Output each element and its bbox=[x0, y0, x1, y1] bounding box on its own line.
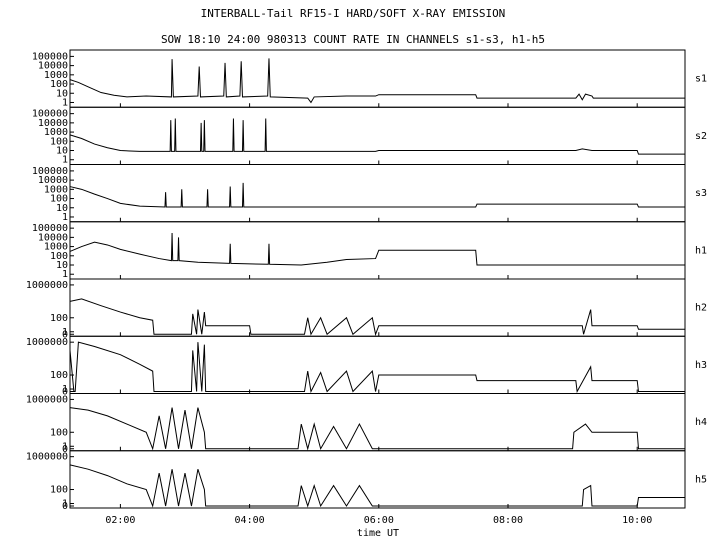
channel-label: h3 bbox=[695, 360, 707, 371]
panel-frame bbox=[69, 450, 686, 509]
series-line bbox=[69, 182, 685, 208]
y-tick-label: 10000 bbox=[38, 175, 68, 186]
y-tick-label: 1 bbox=[62, 327, 68, 338]
x-tick-label: 08:00 bbox=[493, 515, 523, 526]
channel-label: h2 bbox=[695, 303, 707, 314]
y-tick-label: 10000 bbox=[38, 118, 68, 129]
y-tick-label: 10 bbox=[56, 260, 68, 271]
y-tick-label: 100 bbox=[50, 251, 68, 262]
y-tick-label: 100 bbox=[50, 194, 68, 205]
y-tick-label: 1000000 bbox=[26, 337, 68, 348]
y-tick-label: 1 bbox=[62, 212, 68, 223]
y-tick-label: 1 bbox=[62, 97, 68, 108]
y-tick-label: 10000 bbox=[38, 232, 68, 243]
x-axis-label: time UT bbox=[357, 528, 399, 539]
channel-label: h1 bbox=[695, 245, 707, 256]
y-tick-label: 100 bbox=[50, 485, 68, 496]
series-line bbox=[69, 407, 685, 451]
y-tick-label: 0 bbox=[62, 387, 68, 398]
y-tick-label: 1 bbox=[62, 269, 68, 280]
x-tick-label: 06:00 bbox=[364, 515, 394, 526]
x-tick-label: 10:00 bbox=[622, 515, 652, 526]
y-tick-label: 100 bbox=[50, 427, 68, 438]
channel-label: s3 bbox=[695, 188, 707, 199]
y-tick-label: 1 bbox=[62, 499, 68, 510]
y-tick-label: 1 bbox=[62, 384, 68, 395]
channel-label: s2 bbox=[695, 131, 707, 142]
y-tick-label: 1000000 bbox=[26, 394, 68, 405]
y-tick-label: 100000 bbox=[32, 109, 68, 120]
chart-subtitle: SOW 18:10 24:00 980313 COUNT RATE IN CHA… bbox=[161, 33, 545, 46]
y-tick-label: 0 bbox=[62, 501, 68, 512]
y-tick-label: 100000 bbox=[32, 166, 68, 177]
y-tick-label: 1000 bbox=[44, 184, 68, 195]
y-tick-label: 10 bbox=[56, 146, 68, 157]
series-line bbox=[69, 298, 685, 337]
y-tick-label: 0 bbox=[62, 444, 68, 455]
channel-label: h4 bbox=[695, 417, 707, 428]
y-tick-label: 1000000 bbox=[26, 280, 68, 291]
x-tick-label: 02:00 bbox=[105, 515, 135, 526]
y-tick-label: 100 bbox=[50, 136, 68, 147]
y-tick-label: 100000 bbox=[32, 51, 68, 62]
y-tick-label: 1 bbox=[62, 155, 68, 166]
y-tick-label: 10000 bbox=[38, 61, 68, 72]
y-tick-label: 100000 bbox=[32, 223, 68, 234]
series-line bbox=[69, 118, 685, 155]
y-tick-label: 0 bbox=[62, 329, 68, 340]
y-tick-label: 1 bbox=[62, 441, 68, 452]
y-tick-label: 10 bbox=[56, 88, 68, 99]
y-tick-label: 1000 bbox=[44, 242, 68, 253]
y-tick-label: 100 bbox=[50, 79, 68, 90]
y-tick-label: 1000 bbox=[44, 70, 68, 81]
channel-label: s1 bbox=[695, 74, 707, 85]
y-tick-label: 100 bbox=[50, 370, 68, 381]
channel-label: h5 bbox=[695, 474, 707, 485]
y-tick-label: 100 bbox=[50, 313, 68, 324]
series-line bbox=[69, 232, 685, 266]
x-tick-label: 04:00 bbox=[235, 515, 265, 526]
y-tick-label: 1000 bbox=[44, 127, 68, 138]
y-tick-label: 1000000 bbox=[26, 452, 68, 463]
series-line bbox=[69, 464, 685, 508]
y-tick-label: 10 bbox=[56, 203, 68, 214]
series-line bbox=[69, 341, 685, 394]
series-line bbox=[69, 58, 685, 104]
chart-title: INTERBALL-Tail RF15-I HARD/SOFT X-RAY EM… bbox=[201, 7, 506, 20]
